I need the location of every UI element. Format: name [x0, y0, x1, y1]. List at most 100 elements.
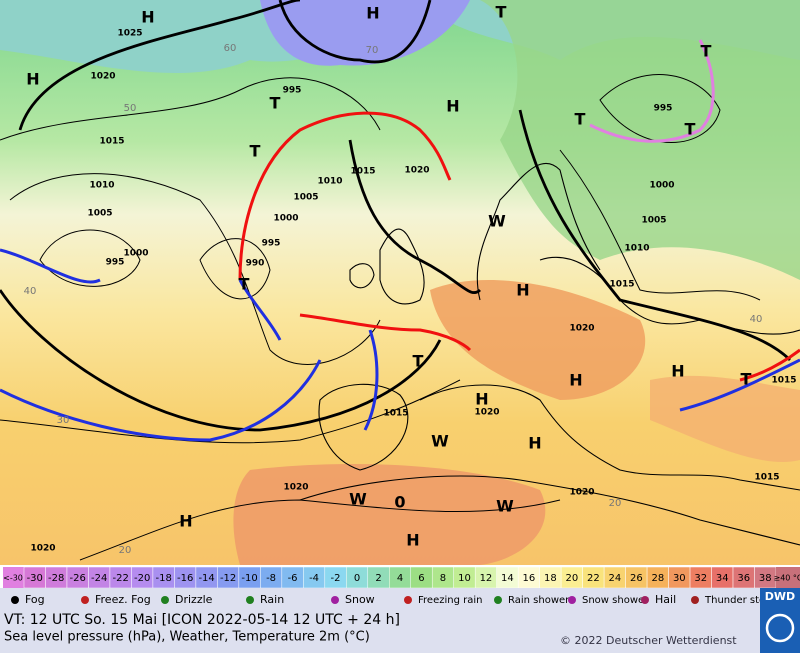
logo-icon — [765, 613, 795, 643]
scale-label: 4 — [397, 573, 403, 584]
map-label: 1020 — [474, 408, 499, 418]
map-label: H — [406, 531, 419, 550]
scale-cell — [3, 567, 24, 588]
map-label: 1015 — [609, 280, 634, 290]
map-label: 1025 — [117, 29, 142, 39]
scale-label: 36 — [737, 573, 750, 584]
hot-area — [233, 464, 546, 565]
map-label: T — [575, 110, 586, 129]
map-label: T — [701, 42, 712, 61]
map-label: 1000 — [273, 214, 298, 224]
scale-label: -18 — [155, 573, 171, 584]
map-label: 40 — [750, 314, 763, 325]
map-label: 1020 — [569, 488, 594, 498]
scale-label: 18 — [544, 573, 557, 584]
map-label: 1020 — [30, 544, 55, 554]
map-label: 995 — [283, 86, 302, 96]
map-label: T — [496, 3, 507, 22]
legend-label: Snow — [345, 593, 375, 606]
map-label: 1010 — [317, 177, 342, 187]
scale-label: ≥40 °C — [773, 574, 800, 583]
legend-label: Freez. Fog — [95, 593, 151, 606]
legend-icon — [568, 596, 576, 604]
scale-label: 28 — [651, 573, 664, 584]
main-isobars — [0, 0, 791, 432]
map-label: W — [349, 490, 367, 509]
legend-icon — [404, 596, 412, 604]
scale-label: <-30 — [3, 574, 23, 583]
map-label: H — [141, 8, 154, 27]
very-cold-area — [260, 0, 470, 66]
map-label: 20 — [119, 545, 132, 556]
scale-label: 32 — [694, 573, 707, 584]
scale-label: 20 — [566, 573, 579, 584]
map-label: 1015 — [99, 137, 124, 147]
dwd-logo: DWD — [760, 588, 800, 653]
legend-icon — [246, 596, 254, 604]
map-label: 1020 — [404, 166, 429, 176]
scale-label: 14 — [501, 573, 514, 584]
map-label: 30 — [57, 415, 70, 426]
map-label: 70 — [366, 45, 379, 56]
scale-label: -24 — [91, 573, 107, 584]
map-label: T — [250, 142, 261, 161]
scale-label: -26 — [70, 573, 86, 584]
scale-label: 6 — [418, 573, 424, 584]
legend-label: Hail — [655, 593, 676, 606]
map-label: 1005 — [293, 193, 318, 203]
scale-label: -2 — [331, 573, 341, 584]
map-label: 990 — [246, 259, 265, 269]
map-label: 1005 — [87, 209, 112, 219]
map-area: H H H H H H H H H H H T T T T T T T T T 1025 1020 1015 1010 1005… — [0, 0, 800, 565]
map-label: T — [239, 275, 250, 294]
scale-label: 2 — [375, 573, 381, 584]
scale-label: -4 — [309, 573, 319, 584]
valid-time: VT: 12 UTC So. 15 Mai [ICON 2022-05-14 1… — [4, 612, 400, 628]
map-labels: H H H H H H H H H H H T T T T T T T T T 1025 1020 1015 1010 1005… — [24, 3, 797, 557]
legend-background — [0, 588, 800, 612]
map-label: 1020 — [90, 72, 115, 82]
coastlines — [299, 162, 800, 546]
legend-icon — [81, 596, 89, 604]
map-label: 1000 — [123, 249, 148, 259]
legend-label: Snow shower — [582, 595, 649, 606]
scale-label: 34 — [716, 573, 729, 584]
map-label: 1005 — [641, 216, 666, 226]
scale-label: 26 — [630, 573, 643, 584]
map-label: 1010 — [89, 181, 114, 191]
map-label: 40 — [24, 286, 37, 297]
copyright: © 2022 Deutscher Wetterdienst — [560, 634, 737, 647]
legend-icon — [641, 596, 649, 604]
map-label: 50 — [124, 103, 137, 114]
map-label: H — [671, 362, 684, 381]
scale-label: 10 — [458, 573, 471, 584]
legend-label: Thunder storm — [704, 595, 779, 606]
scale-label: 30 — [673, 573, 686, 584]
scale-label: 12 — [480, 573, 493, 584]
map-label: H — [179, 512, 192, 531]
logo-text: DWD — [765, 590, 795, 603]
scale-label: 16 — [523, 573, 536, 584]
scale-label: -20 — [134, 573, 150, 584]
map-label: 1020 — [283, 483, 308, 493]
scale-label: 0 — [354, 573, 360, 584]
weather-legend: Fog Freez. Fog Drizzle Rain Snow Freezing rai… — [0, 588, 800, 612]
scale-label: -6 — [288, 573, 298, 584]
scale-label: 22 — [587, 573, 600, 584]
scale-label: -16 — [177, 573, 193, 584]
scale-label: -8 — [266, 573, 276, 584]
map-label: W — [488, 212, 506, 231]
map-label: 20 — [609, 498, 622, 509]
scale-cell — [776, 567, 800, 588]
legend-label: Fog — [25, 593, 45, 606]
map-label: 1020 — [569, 324, 594, 334]
map-label: T — [270, 94, 281, 113]
map-label: H — [26, 70, 39, 89]
scale-label: -22 — [113, 573, 129, 584]
map-label: H — [516, 281, 529, 300]
fronts — [0, 39, 800, 442]
scale-label: -28 — [48, 573, 64, 584]
map-label: H — [528, 434, 541, 453]
map-label: 1015 — [771, 376, 796, 386]
